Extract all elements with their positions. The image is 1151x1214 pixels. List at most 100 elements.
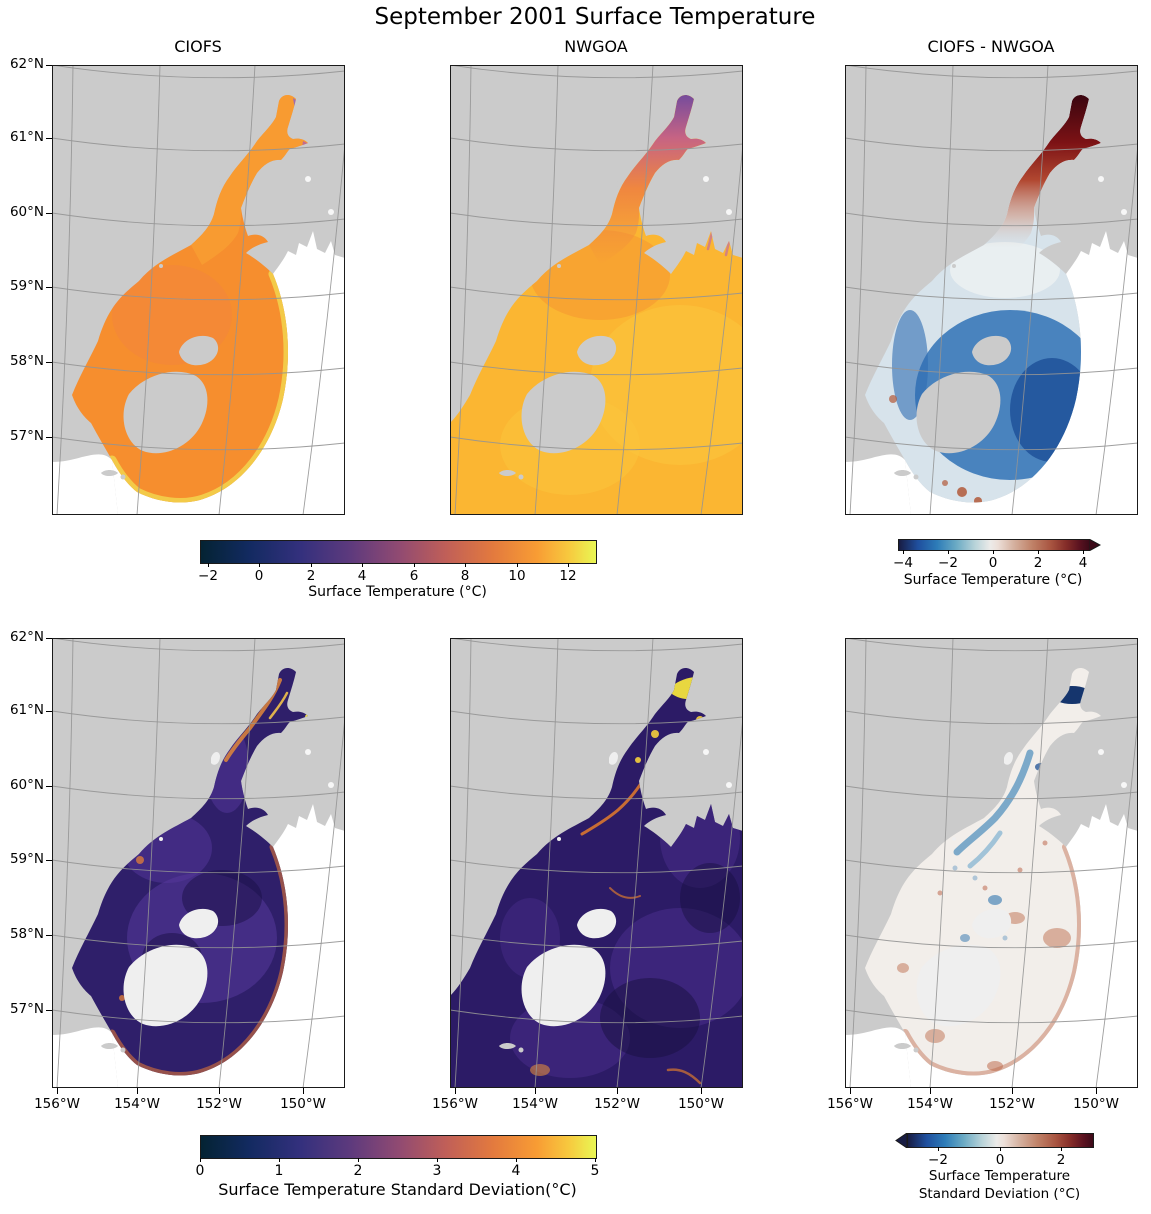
lat-tick-label: 60°N <box>9 204 44 220</box>
lat-tick-label: 59°N <box>9 278 44 294</box>
colorbar-tick-label: 10 <box>508 568 526 584</box>
colorbar-tick-mark <box>437 1158 438 1162</box>
panel-title-ciofs-minus-nwgoa: CIOFS - NWGOA <box>927 37 1055 56</box>
lat-tick-label: 58°N <box>9 926 44 942</box>
colorbar-tick-mark <box>465 563 466 567</box>
colorbar-tick-label: 2 <box>1033 555 1043 571</box>
lat-tick-mark <box>46 65 52 66</box>
colorbar-temp <box>200 540 597 564</box>
map-svg-diff_temp <box>845 65 1138 515</box>
lat-tick-mark <box>46 213 52 214</box>
lon-tick-label: 150°W <box>678 1096 724 1112</box>
lon-tick-mark <box>850 1088 851 1094</box>
lon-tick-label: 150°W <box>280 1096 326 1112</box>
colorbar-tick-label: −2 <box>198 568 218 584</box>
lon-tick-mark <box>617 1088 618 1094</box>
colorbar-tick-label: 0 <box>988 555 998 571</box>
colorbar-std <box>200 1135 597 1159</box>
map-panel-diff_temp <box>845 65 1138 515</box>
map-svg-ciofs_std <box>52 638 345 1088</box>
colorbar-tick-mark <box>1061 1147 1062 1151</box>
lat-tick-label: 62°N <box>9 56 44 72</box>
map-svg-ciofs_temp <box>52 65 345 515</box>
map-svg-nwgoa_temp <box>450 65 743 515</box>
colorbar-extend-min-arrow <box>895 1133 907 1148</box>
panel-title-nwgoa: NWGOA <box>564 37 628 56</box>
colorbar-label-std: Surface Temperature Standard Deviation(°… <box>218 1180 577 1199</box>
colorbar-tick-label: −2 <box>928 1152 948 1168</box>
lat-tick-label: 61°N <box>9 702 44 718</box>
colorbar-tick-label: 4 <box>357 568 367 584</box>
colorbar-tick-label: 8 <box>460 568 470 584</box>
colorbar-tick-label: 0 <box>995 1152 1005 1168</box>
lon-tick-mark <box>57 1088 58 1094</box>
colorbar-tick-label: 0 <box>195 1163 205 1179</box>
colorbar-label-std_diff-line2: Standard Deviation (°C) <box>918 1186 1081 1202</box>
colorbar-tick-label: 3 <box>432 1163 442 1179</box>
colorbar-tick-mark <box>1083 550 1084 554</box>
lon-tick-label: 150°W <box>1073 1096 1119 1112</box>
colorbar-extend-max-arrow <box>1089 539 1101 551</box>
lat-tick-mark <box>46 362 52 363</box>
lon-tick-mark <box>1012 1088 1013 1094</box>
lat-tick-mark <box>46 138 52 139</box>
map-svg-nwgoa_std <box>450 638 743 1088</box>
lon-tick-mark <box>1096 1088 1097 1094</box>
lon-tick-mark <box>219 1088 220 1094</box>
map-panel-ciofs_temp <box>52 65 345 515</box>
lon-tick-mark <box>455 1088 456 1094</box>
lon-tick-label: 152°W <box>989 1096 1035 1112</box>
colorbar-tick-label: 4 <box>1078 555 1088 571</box>
lat-tick-mark <box>46 935 52 936</box>
colorbar-tick-mark <box>311 563 312 567</box>
colorbar-tick-label: 1 <box>274 1163 284 1179</box>
colorbar-temp_diff <box>898 539 1090 551</box>
lon-tick-label: 152°W <box>594 1096 640 1112</box>
lat-tick-mark <box>46 860 52 861</box>
lat-tick-label: 60°N <box>9 777 44 793</box>
lon-tick-label: 156°W <box>34 1096 80 1112</box>
colorbar-label-std_diff-line1: Surface Temperature <box>928 1168 1071 1184</box>
colorbar-tick-mark <box>516 1158 517 1162</box>
lon-tick-label: 154°W <box>114 1096 160 1112</box>
colorbar-tick-mark <box>948 550 949 554</box>
colorbar-tick-mark <box>1038 550 1039 554</box>
colorbar-tick-mark <box>414 563 415 567</box>
lat-tick-mark <box>46 786 52 787</box>
lat-tick-label: 57°N <box>9 1001 44 1017</box>
lat-tick-mark <box>46 1010 52 1011</box>
lon-tick-label: 156°W <box>432 1096 478 1112</box>
colorbar-tick-label: 2 <box>353 1163 363 1179</box>
colorbar-tick-mark <box>208 563 209 567</box>
lat-tick-label: 61°N <box>9 129 44 145</box>
lon-tick-label: 156°W <box>827 1096 873 1112</box>
map-panel-nwgoa_temp <box>450 65 743 515</box>
colorbar-tick-mark <box>200 1158 201 1162</box>
lon-tick-label: 152°W <box>196 1096 242 1112</box>
lon-tick-label: 154°W <box>907 1096 953 1112</box>
map-panel-ciofs_std <box>52 638 345 1088</box>
lon-tick-mark <box>137 1088 138 1094</box>
lon-tick-mark <box>303 1088 304 1094</box>
colorbar-label-temp: Surface Temperature (°C) <box>308 584 487 600</box>
colorbar-tick-mark <box>903 550 904 554</box>
lat-tick-mark <box>46 437 52 438</box>
lon-tick-label: 154°W <box>512 1096 558 1112</box>
panel-title-ciofs: CIOFS <box>174 37 222 56</box>
lat-tick-label: 59°N <box>9 851 44 867</box>
colorbar-tick-mark <box>358 1158 359 1162</box>
colorbar-tick-mark <box>568 563 569 567</box>
colorbar-tick-label: 2 <box>1056 1152 1066 1168</box>
lat-tick-label: 57°N <box>9 428 44 444</box>
colorbar-label-temp_diff: Surface Temperature (°C) <box>903 572 1083 588</box>
colorbar-tick-mark <box>259 563 260 567</box>
colorbar-tick-mark <box>1000 1147 1001 1151</box>
colorbar-tick-label: 4 <box>511 1163 521 1179</box>
lat-tick-mark <box>46 711 52 712</box>
colorbar-tick-label: 12 <box>559 568 577 584</box>
map-svg-diff_std <box>845 638 1138 1088</box>
colorbar-tick-mark <box>279 1158 280 1162</box>
colorbar-tick-label: −4 <box>893 555 913 571</box>
colorbar-tick-mark <box>993 550 994 554</box>
